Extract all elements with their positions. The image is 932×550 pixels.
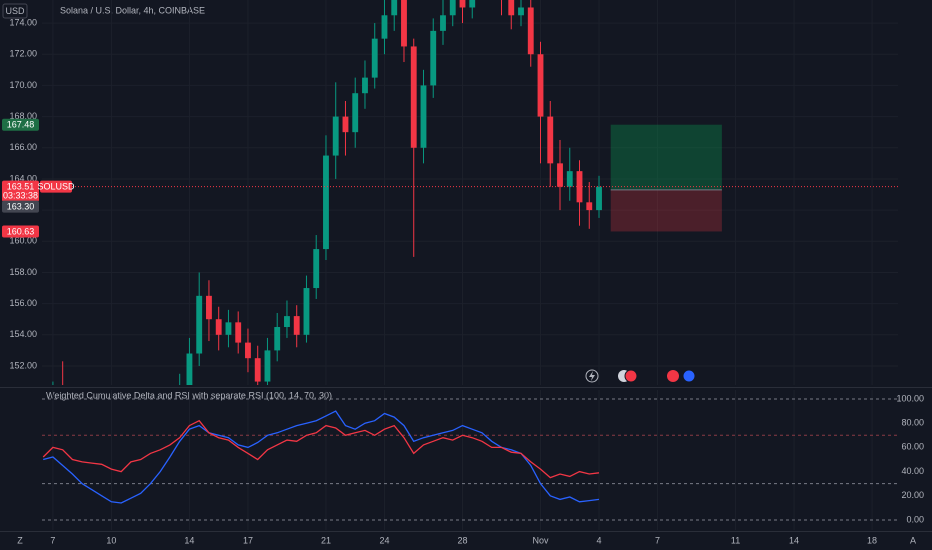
candle-body bbox=[206, 295, 212, 320]
x-tick-label: 21 bbox=[321, 535, 331, 545]
candle-body bbox=[527, 7, 534, 55]
take-profit-label-box bbox=[2, 118, 39, 131]
auto-scale-icon[interactable]: A bbox=[910, 535, 916, 545]
y2-tick-label: 0.00 bbox=[906, 514, 924, 524]
candle-body bbox=[225, 322, 232, 335]
y-tick-label: 164.00 bbox=[9, 173, 37, 183]
take-profit-zone bbox=[610, 124, 722, 190]
candle-body bbox=[371, 38, 378, 78]
x-tick-label: 18 bbox=[867, 535, 877, 545]
currency-box[interactable] bbox=[2, 3, 28, 19]
candle-body bbox=[596, 186, 602, 211]
entry-label-box bbox=[2, 200, 39, 213]
x-tick-label: 24 bbox=[379, 535, 389, 545]
candle-body bbox=[235, 322, 242, 343]
y-tick-label: 158.00 bbox=[9, 267, 37, 277]
candle-body bbox=[381, 15, 388, 39]
candle-body bbox=[313, 249, 320, 289]
countdown-label-box bbox=[2, 189, 39, 202]
candle-body bbox=[440, 15, 446, 31]
y-tick-label: 174.00 bbox=[9, 17, 37, 27]
y2-tick-label: 20.00 bbox=[901, 490, 924, 500]
candle-body bbox=[342, 116, 349, 133]
y-tick-label: 170.00 bbox=[9, 80, 37, 90]
indicator-line bbox=[42, 419, 600, 479]
candle-body bbox=[332, 116, 339, 156]
candle-body bbox=[245, 342, 251, 359]
candle-body bbox=[430, 30, 437, 86]
candle-body bbox=[420, 85, 427, 148]
candle-body bbox=[537, 54, 544, 117]
y-tick-label: 156.00 bbox=[9, 298, 37, 308]
candle-body bbox=[401, 0, 407, 47]
y-tick-label: 154.00 bbox=[9, 329, 37, 339]
candle-body bbox=[362, 77, 368, 94]
symbol-label-box bbox=[40, 180, 72, 193]
candle-body bbox=[557, 163, 563, 187]
candle-body bbox=[352, 93, 359, 133]
currency[interactable]: USD bbox=[5, 6, 25, 16]
stop-loss-label: 160.63 bbox=[7, 226, 35, 236]
x-tick-label: 11 bbox=[731, 535, 740, 545]
y2-tick-label: 80.00 bbox=[901, 418, 924, 428]
candle-body bbox=[391, 0, 398, 16]
last-price-label: 163.51 bbox=[7, 181, 35, 191]
candle-body bbox=[586, 202, 593, 211]
x-tick-label: 28 bbox=[457, 535, 467, 545]
candle-body bbox=[284, 316, 290, 328]
event-icons[interactable] bbox=[585, 369, 696, 383]
candle-body bbox=[566, 171, 573, 187]
stop-loss-zone bbox=[610, 189, 722, 232]
y-tick-label: 160.00 bbox=[9, 236, 37, 246]
candle-body bbox=[410, 46, 417, 148]
candle-body bbox=[459, 0, 466, 8]
candle-body bbox=[469, 0, 476, 8]
countdown-label: 03:33:38 bbox=[3, 190, 38, 200]
x-tick-label: 10 bbox=[106, 535, 116, 545]
indicator-pane bbox=[42, 390, 898, 530]
take-profit-label: 167.48 bbox=[7, 120, 35, 130]
symbol-title: Solana / U.S. Dollar, 4h, COINBASE bbox=[60, 5, 205, 15]
main-pane bbox=[42, 0, 898, 385]
y2-tick-label: 100.00 bbox=[896, 393, 924, 403]
y-tick-label: 166.00 bbox=[9, 142, 37, 152]
x-tick-label: 7 bbox=[50, 535, 55, 545]
candle-body bbox=[264, 350, 271, 382]
x-tick-label: 17 bbox=[243, 535, 253, 545]
x-tick-label: 4 bbox=[597, 535, 602, 545]
x-tick-label: 7 bbox=[655, 535, 660, 545]
y-tick-label: 172.00 bbox=[9, 49, 37, 59]
y-tick-label: 152.00 bbox=[9, 360, 37, 370]
candle-body bbox=[323, 155, 329, 250]
candle-body bbox=[303, 288, 310, 335]
y-tick-label: 168.00 bbox=[9, 111, 37, 121]
stop-loss-label-box bbox=[2, 225, 39, 238]
candle-body bbox=[196, 295, 203, 354]
candle-body bbox=[186, 353, 193, 385]
candle-body bbox=[274, 327, 281, 351]
candle-body bbox=[449, 0, 456, 16]
x-tick-label: 14 bbox=[789, 535, 799, 545]
y2-tick-label: 40.00 bbox=[901, 466, 924, 476]
symbol-label: SOLUSD bbox=[37, 181, 75, 191]
indicator-line bbox=[43, 410, 600, 504]
candle-body bbox=[293, 316, 300, 335]
candle-body bbox=[508, 0, 515, 16]
candle-body bbox=[518, 7, 524, 16]
candle-body bbox=[547, 116, 554, 164]
x-tick-label: Nov bbox=[532, 535, 549, 545]
x-tick-label: 14 bbox=[184, 535, 194, 545]
candle-body bbox=[215, 319, 222, 335]
candle-body bbox=[254, 358, 261, 382]
entry-label: 163.30 bbox=[7, 201, 35, 211]
timezone-icon[interactable]: Z bbox=[17, 535, 23, 545]
y2-tick-label: 60.00 bbox=[901, 442, 924, 452]
